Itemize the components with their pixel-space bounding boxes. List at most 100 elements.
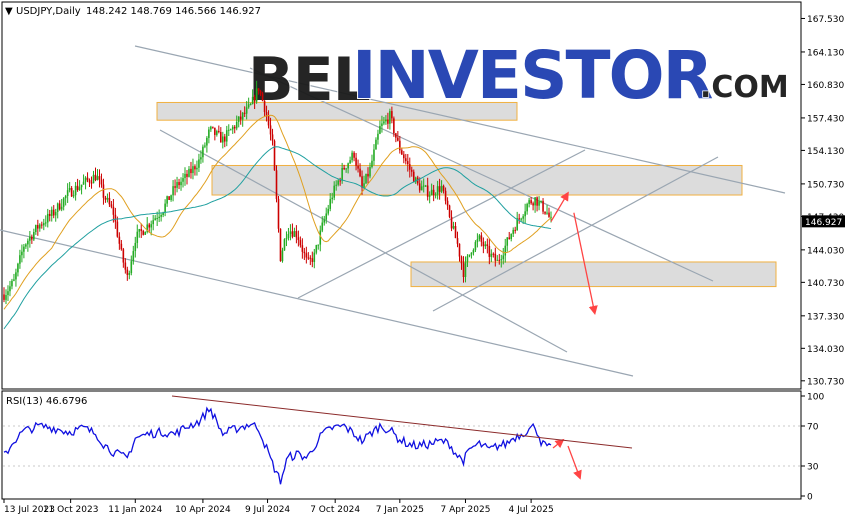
candle-body xyxy=(19,255,21,264)
candle-body xyxy=(486,244,489,247)
candle-body xyxy=(448,205,451,217)
candle-body xyxy=(176,182,178,188)
candle-body xyxy=(106,197,109,200)
candle-body xyxy=(458,243,461,257)
candle-body xyxy=(253,96,256,102)
candle-body xyxy=(283,239,286,251)
candle-body xyxy=(351,152,353,161)
candle-body xyxy=(341,167,343,181)
candle-body xyxy=(243,112,246,114)
candle-body xyxy=(466,256,469,262)
candle-body xyxy=(279,228,282,262)
watermark-logo: BEL INVESTOR .COM xyxy=(247,36,790,116)
candle-body xyxy=(84,177,87,182)
candle-body xyxy=(305,253,308,258)
candle-body xyxy=(422,185,425,187)
candle-body xyxy=(401,150,403,155)
rsi-panel-frame xyxy=(1,390,802,500)
candle-body xyxy=(192,166,194,174)
candle-body xyxy=(526,203,528,212)
candle-body xyxy=(414,177,417,183)
candle-body xyxy=(510,233,513,239)
arrows xyxy=(550,191,598,480)
y-tick-label: 134.030 xyxy=(807,345,844,355)
candle-body xyxy=(152,220,154,225)
axes: 130.730134.030137.330140.730144.030147.4… xyxy=(3,15,845,515)
candle-body xyxy=(196,167,198,170)
candle-body xyxy=(444,190,447,201)
candle-body xyxy=(5,295,7,300)
candle-body xyxy=(94,174,97,181)
candle-body xyxy=(158,216,160,219)
candle-body xyxy=(331,197,333,200)
y-tick-label: 137.330 xyxy=(807,312,844,322)
candle-body xyxy=(464,261,467,278)
candle-body xyxy=(476,239,479,243)
candle-body xyxy=(15,272,17,280)
candle-body xyxy=(13,279,15,281)
candle-body xyxy=(520,218,522,220)
candle-body xyxy=(389,111,391,124)
candle-body xyxy=(261,93,264,101)
candle-body xyxy=(138,229,141,232)
candle-body xyxy=(303,251,306,254)
candle-body xyxy=(285,237,288,240)
candle-body xyxy=(534,197,536,206)
candle-body xyxy=(323,219,326,223)
candle-body xyxy=(48,213,51,216)
candle-body xyxy=(544,211,546,214)
candle-body xyxy=(156,218,158,220)
candle-body xyxy=(335,184,337,186)
candle-body xyxy=(190,168,192,174)
y-tick-label: 150.730 xyxy=(807,180,844,190)
candle-body xyxy=(214,127,216,135)
candle-body xyxy=(130,261,133,274)
candle-body xyxy=(357,165,359,169)
candle-body xyxy=(204,145,206,147)
candle-body xyxy=(259,90,262,94)
candle-body xyxy=(126,269,129,275)
candle-body xyxy=(231,126,234,130)
channel-line xyxy=(249,67,714,282)
candle-body xyxy=(289,231,292,235)
candle-body xyxy=(307,257,310,259)
candle-body xyxy=(78,187,81,190)
candle-body xyxy=(353,152,355,158)
candle-body xyxy=(442,185,445,191)
candle-body xyxy=(70,187,73,197)
candle-body xyxy=(293,231,296,237)
candle-body xyxy=(337,180,339,185)
y-tick-label: 154.130 xyxy=(807,147,844,157)
candle-body xyxy=(184,173,186,179)
symbol-timeframe: USDJPY,Daily xyxy=(16,6,81,17)
candle-body xyxy=(452,226,455,229)
candle-body xyxy=(462,263,465,278)
candle-body xyxy=(110,204,113,207)
candle-body xyxy=(222,136,224,143)
symbol-arrow-icon[interactable]: ▼ xyxy=(5,6,13,17)
ma-fast-line xyxy=(3,114,552,310)
x-tick-label: 4 Jul 2025 xyxy=(508,505,553,515)
candle-body xyxy=(96,176,99,181)
candle-body xyxy=(170,195,172,200)
candle-body xyxy=(188,168,190,177)
candle-body xyxy=(454,226,457,239)
candle-body xyxy=(17,263,19,273)
candle-body xyxy=(186,173,188,177)
channel-line xyxy=(159,129,568,353)
rsi-label: RSI(13) 46.6796 xyxy=(6,396,87,407)
candle-body xyxy=(150,224,152,228)
candle-body xyxy=(37,225,39,229)
candle-body xyxy=(116,221,119,237)
candle-body xyxy=(241,112,244,120)
channel-line xyxy=(0,229,634,377)
candle-body xyxy=(403,154,405,159)
candles xyxy=(3,80,552,305)
moving-averages xyxy=(3,114,552,330)
x-tick-label: 11 Oct 2023 xyxy=(43,505,99,515)
y-tick-label: 164.130 xyxy=(807,48,844,58)
candle-body xyxy=(317,244,320,246)
candle-body xyxy=(474,242,477,251)
candle-body xyxy=(512,229,515,234)
candle-body xyxy=(428,195,431,197)
